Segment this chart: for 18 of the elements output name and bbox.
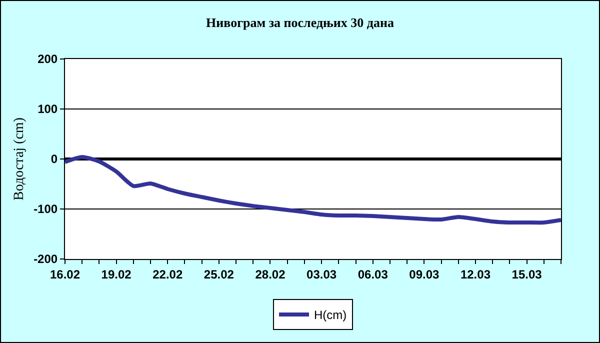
x-tick-label: 12.03 xyxy=(460,267,491,282)
y-tick-label: -100 xyxy=(34,202,58,216)
x-tick-label: 25.02 xyxy=(204,267,234,282)
x-tick-label: 06.03 xyxy=(358,267,388,282)
y-tick-label: 200 xyxy=(38,52,58,66)
x-tick-label: 22.02 xyxy=(152,267,183,282)
x-tick-label: 15.03 xyxy=(512,267,542,282)
x-tick-label: 16.02 xyxy=(50,267,80,282)
y-axis-title: Водостај (cm) xyxy=(12,117,28,200)
x-tick-label: 03.03 xyxy=(306,267,337,282)
x-tick-label: 09.03 xyxy=(409,267,440,282)
legend-label: H(cm) xyxy=(314,308,347,322)
y-tick-label: 100 xyxy=(38,102,58,116)
chart-title: Нивограм за последњих 30 дана xyxy=(206,15,394,30)
y-tick-label: 0 xyxy=(50,152,58,166)
x-tick-label: 28.02 xyxy=(255,267,286,282)
y-tick-label: -200 xyxy=(34,252,58,266)
x-tick-label: 19.02 xyxy=(101,267,132,282)
